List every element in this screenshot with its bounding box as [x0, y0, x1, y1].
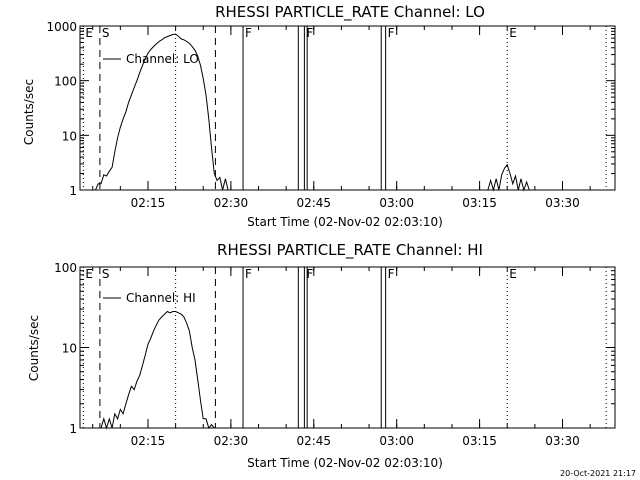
y-tick-label: 10 [62, 129, 77, 143]
y-tick-label: 100 [54, 75, 77, 89]
plot-area-lo: 1 10 100 1000 02:15 02:30 02:45 03:00 03:15 03:30… [46, 20, 616, 210]
panel-lo: RHESSI PARTICLE_RATE Channel: LO 1101001… [22, 3, 616, 229]
x-tick-label: 03:00 [379, 196, 414, 210]
x-tick-label: 02:30 [214, 434, 249, 448]
x-tick-label: 03:30 [545, 196, 580, 210]
event-marker-label: E [509, 26, 517, 40]
event-marker-label: E [85, 26, 93, 40]
event-marker-label: S [102, 26, 110, 40]
series-line-lo-0 [92, 33, 231, 191]
event-marker-label: F [306, 26, 313, 40]
footer-timestamp: 20-Oct-2021 21:17 [560, 469, 636, 478]
chart-title-lo: RHESSI PARTICLE_RATE Channel: LO [215, 3, 485, 22]
x-tick-label: 02:15 [131, 434, 166, 448]
series-line-hi-0 [100, 310, 215, 430]
event-marker-label: F [306, 267, 313, 281]
y-tick-label: 10 [62, 342, 77, 356]
x-tick-label: 02:15 [131, 196, 166, 210]
x-tick-label: 03:15 [462, 196, 497, 210]
y-tick-label: 100 [54, 261, 77, 275]
series-line-lo-1 [487, 163, 530, 192]
event-marker-label: F [388, 26, 395, 40]
y-tick-label: 1 [69, 422, 77, 436]
y-tick-label: 1 [69, 184, 77, 198]
event-marker-label: F [388, 267, 395, 281]
x-tick-label: 03:30 [545, 434, 580, 448]
x-tick-label: 02:45 [296, 196, 331, 210]
event-marker-label: F [245, 267, 252, 281]
x-tick-label: 02:30 [214, 196, 249, 210]
x-axis-label-lo: Start Time (02-Nov-02 02:03:10) [247, 215, 443, 229]
y-axis-label-hi: Counts/sec [27, 315, 41, 381]
x-tick-label: 03:00 [379, 434, 414, 448]
legend-label-hi: Channel: HI [126, 291, 196, 305]
event-marker-label: E [509, 267, 517, 281]
y-axis-label-lo: Counts/sec [22, 79, 36, 145]
event-marker-label: S [102, 267, 110, 281]
chart-title-hi: RHESSI PARTICLE_RATE Channel: HI [217, 241, 483, 260]
event-marker-label: E [85, 267, 93, 281]
legend-label-lo: Channel: LO [126, 52, 199, 66]
panel-hi: RHESSI PARTICLE_RATE Channel: HI 1 10 100 0… [27, 241, 616, 470]
y-tick-label: 1000 [46, 20, 77, 34]
event-marker-label: F [245, 26, 252, 40]
x-axis-label-hi: Start Time (02-Nov-02 02:03:10) [247, 456, 443, 470]
x-tick-label: 03:15 [462, 434, 497, 448]
plot-frame [79, 25, 616, 191]
x-tick-label: 02:45 [296, 434, 331, 448]
